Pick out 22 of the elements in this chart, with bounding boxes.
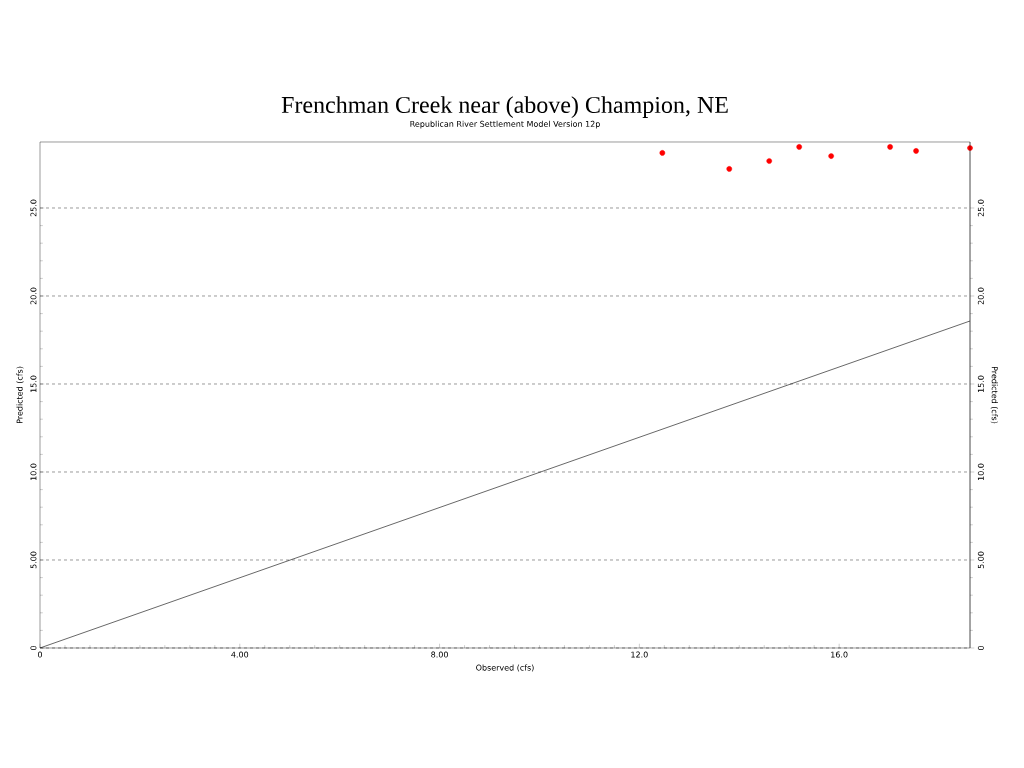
x-tick-label: 0 xyxy=(37,651,43,658)
x-tick-label: 16.0 xyxy=(831,651,848,658)
x-tick-label: 8.00 xyxy=(431,651,448,658)
y2-tick-label: 0 xyxy=(977,645,984,651)
x-tick-label: 4.00 xyxy=(231,651,249,658)
y-tick-label: 0 xyxy=(30,645,37,651)
y2-tick-label: 10.0 xyxy=(977,463,984,481)
y2-tick-label: 5.00 xyxy=(977,551,984,569)
y2-axis-title: Predicted (cfs) xyxy=(990,366,998,424)
y2-tick-label: 15.0 xyxy=(977,375,984,393)
y-tick-label: 25.0 xyxy=(30,199,37,217)
x-tick-label: 12.0 xyxy=(631,651,648,658)
x-axis-title: Observed (cfs) xyxy=(476,664,534,672)
y-tick-label: 5.00 xyxy=(30,551,37,569)
y2-tick-label: 25.0 xyxy=(977,199,984,217)
y-tick-label: 15.0 xyxy=(30,375,37,393)
y2-tick-label: 20.0 xyxy=(977,287,984,305)
y-axis-title: Predicted (cfs) xyxy=(16,366,24,424)
y-tick-label: 20.0 xyxy=(30,287,37,305)
y-tick-label: 10.0 xyxy=(30,463,37,481)
chart-title: Frenchman Creek near (above) Champion, NE xyxy=(281,96,728,118)
chart-subtitle: Republican River Settlement Model Version 12p xyxy=(410,120,600,129)
